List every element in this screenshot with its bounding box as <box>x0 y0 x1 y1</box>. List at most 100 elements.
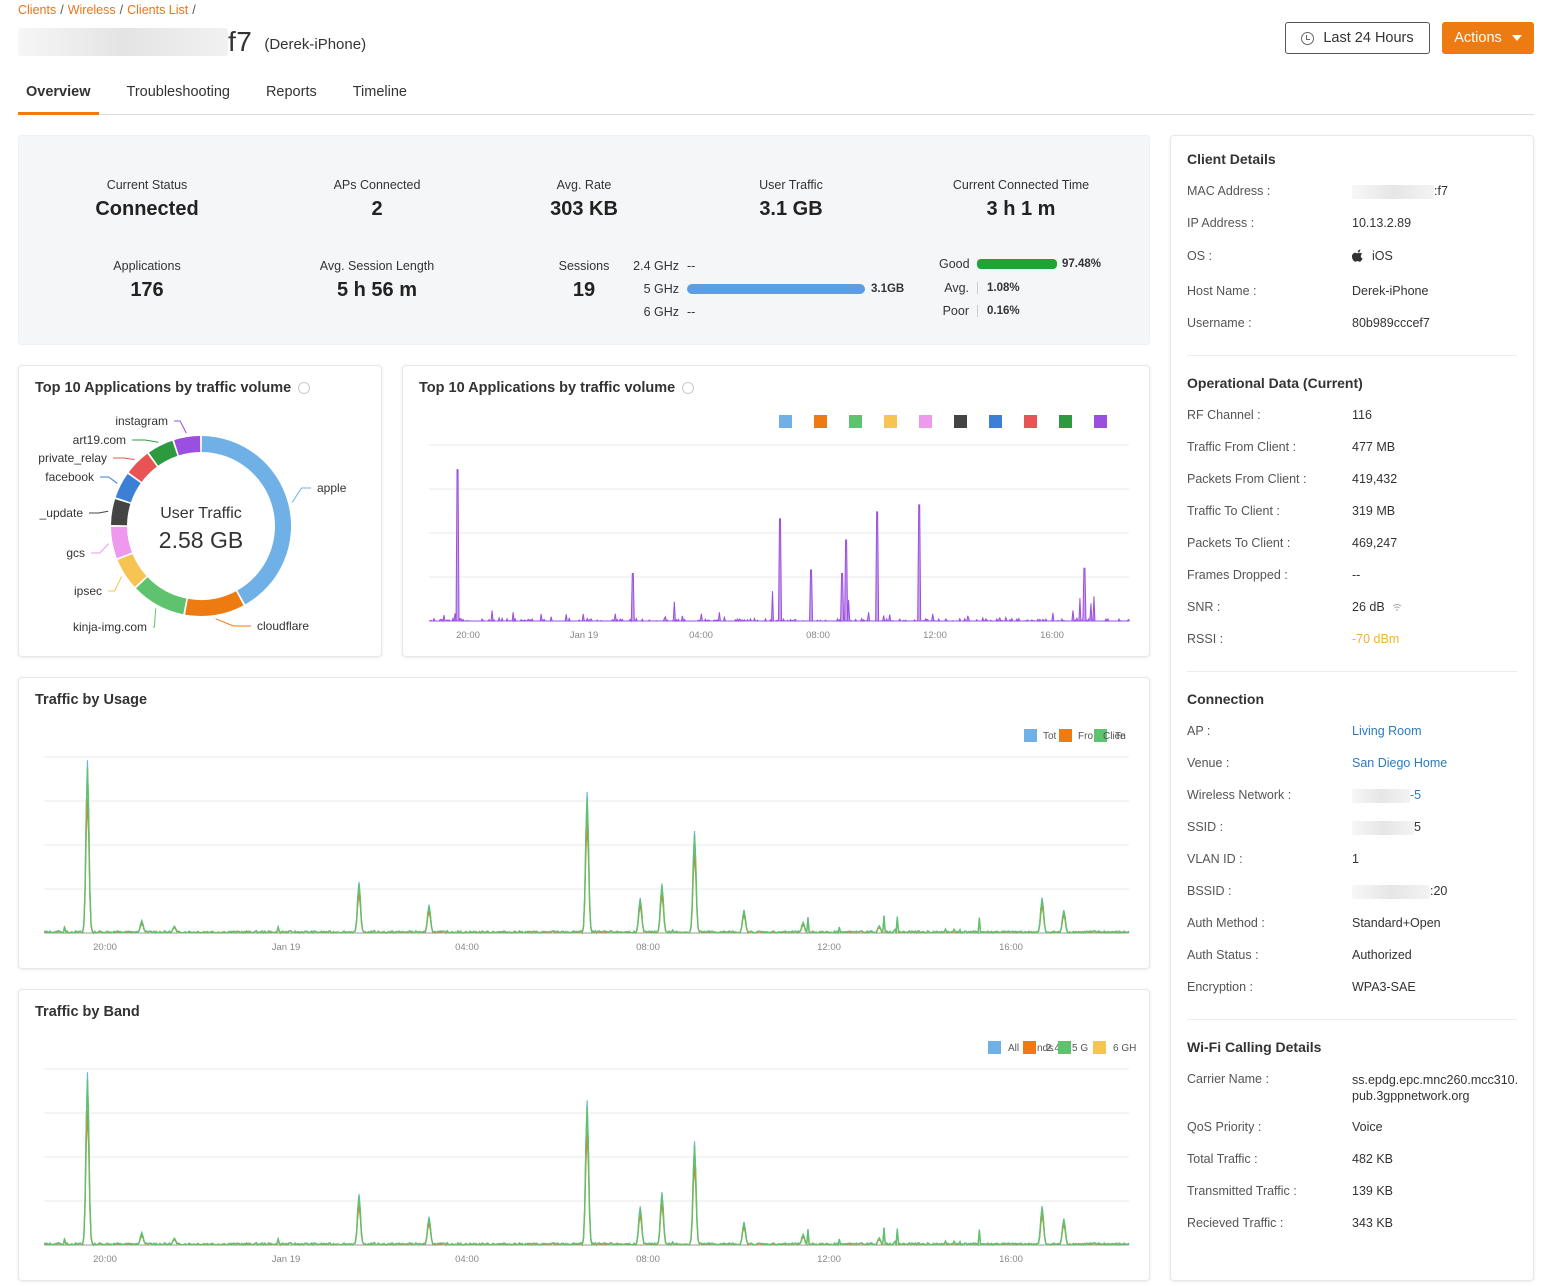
usage-card-title: Traffic by Usage <box>35 692 148 708</box>
app-chart-card-title: Top 10 Applications by traffic volume <box>419 380 695 396</box>
row-snr: SNR : 26 dB <box>1187 600 1527 614</box>
band-row-2-4ghz: 2.4 GHz -- <box>633 259 696 273</box>
tab-troubleshooting[interactable]: Troubleshooting <box>126 84 230 100</box>
quality-good: Good 97.48% <box>939 257 1102 271</box>
x-tick-label: 04:00 <box>455 1254 479 1265</box>
donut-label: private_relay <box>38 451 107 465</box>
app-legend[interactable] <box>779 415 1107 428</box>
time-range-label: Last 24 Hours <box>1323 30 1414 46</box>
tab-overview[interactable]: Overview <box>18 80 99 115</box>
legend-swatch-6g <box>1093 1041 1106 1054</box>
band-card-title: Traffic by Band <box>35 1004 140 1020</box>
row-rf-channel: RF Channel :116 <box>1187 408 1372 422</box>
row-ip-address: IP Address : 10.13.2.89 <box>1187 216 1412 230</box>
svg-text:Tot: Tot <box>1043 731 1057 742</box>
donut-slice-ipsec[interactable] <box>117 553 147 587</box>
series-line-green <box>43 767 1130 935</box>
redacted-mac <box>18 28 228 56</box>
top-apps-timeseries-card: Top 10 Applications by traffic volume 20… <box>402 365 1150 657</box>
donut-leader-line <box>291 487 311 503</box>
x-tick-label: 16:00 <box>999 942 1023 953</box>
tab-bar: Overview Troubleshooting Reports Timelin… <box>18 80 1534 115</box>
caret-down-icon <box>1511 35 1522 41</box>
legend-swatch[interactable] <box>884 415 897 428</box>
wireless-network-link[interactable]: -5 <box>1352 788 1421 803</box>
app-series-area <box>429 469 1130 623</box>
series-line-green <box>43 1079 1130 1247</box>
usage-legend[interactable]: Tot Fro Clien Te <box>1024 729 1126 742</box>
legend-swatch[interactable] <box>1059 415 1072 428</box>
legend-swatch[interactable] <box>1024 415 1037 428</box>
row-packets-to-client: Packets To Client :469,247 <box>1187 536 1398 550</box>
donut-label: gcs <box>66 546 85 560</box>
x-tick-label: 16:00 <box>1040 630 1064 641</box>
donut-slice-facebook[interactable] <box>115 473 141 503</box>
tab-timeline[interactable]: Timeline <box>352 84 407 100</box>
row-username: Username : 80b989cccef7 <box>1187 316 1430 330</box>
legend-swatch[interactable] <box>779 415 792 428</box>
row-packets-from-client: Packets From Client :419,432 <box>1187 472 1398 486</box>
svg-text:Clien: Clien <box>1103 731 1126 742</box>
donut-leader-line <box>215 618 251 627</box>
time-range-button[interactable]: Last 24 Hours <box>1285 22 1430 54</box>
donut-slice-cloudflare[interactable] <box>185 591 244 616</box>
row-ap: AP : Living Room <box>1187 724 1422 738</box>
history-icon[interactable] <box>298 382 311 394</box>
wifi-calling-title: Wi-Fi Calling Details <box>1187 1039 1322 1055</box>
x-tick-label: Jan 19 <box>272 942 301 953</box>
x-tick-label: 20:00 <box>456 630 480 641</box>
legend-swatch[interactable] <box>989 415 1002 428</box>
x-tick-label: 12:00 <box>817 1254 841 1265</box>
legend-swatch[interactable] <box>814 415 827 428</box>
donut-slice-kinja-img-com[interactable] <box>136 577 187 615</box>
donut-slice--update[interactable] <box>111 499 131 526</box>
donut-label: kinja-img.com <box>73 620 147 634</box>
traffic-by-band-card: Traffic by Band All nds 2.4 5 G 6 GH 20:… <box>18 989 1150 1281</box>
breadcrumb-clients[interactable]: Clients <box>18 3 57 17</box>
legend-swatch-from <box>1059 729 1072 742</box>
kpi-avg-session: Avg. Session Length 5 h 56 m <box>319 259 435 301</box>
donut-slice-art19-com[interactable] <box>148 440 178 466</box>
kpi-avg-rate: Avg. Rate 303 KB <box>550 178 618 220</box>
donut-label: art19.com <box>73 433 126 447</box>
donut-slice-apple[interactable] <box>201 436 291 605</box>
svg-text:6 GH: 6 GH <box>1113 1043 1136 1054</box>
row-encryption: Encryption : WPA3-SAE <box>1187 980 1416 994</box>
donut-leader-line <box>153 608 157 628</box>
donut-leader-line <box>174 420 187 434</box>
legend-swatch[interactable] <box>1094 415 1107 428</box>
legend-swatch-2-4 <box>1023 1041 1036 1054</box>
band-bar-5ghz <box>687 284 865 294</box>
legend-swatch[interactable] <box>849 415 862 428</box>
row-auth-method: Auth Method : Standard+Open <box>1187 916 1441 930</box>
operational-title: Operational Data (Current) <box>1187 375 1363 391</box>
tab-reports[interactable]: Reports <box>265 84 317 100</box>
kpi-connected-time: Current Connected Time 3 h 1 m <box>952 178 1090 220</box>
legend-swatch[interactable] <box>919 415 932 428</box>
row-ssid: SSID : 5 <box>1187 820 1421 835</box>
donut-slice-gcs[interactable] <box>111 526 132 559</box>
legend-swatch-all <box>988 1041 1001 1054</box>
history-icon[interactable] <box>682 382 695 394</box>
traffic-band-chart: All nds 2.4 5 G 6 GH 20:00 Jan 19 04:00 08:… <box>43 1041 1136 1265</box>
row-auth-status: Auth Status : Authorized <box>1187 948 1412 962</box>
x-tick-label: 20:00 <box>93 1254 117 1265</box>
legend-swatch-5g <box>1058 1041 1071 1054</box>
client-details-title: Client Details <box>1187 151 1276 167</box>
donut-leader-line <box>89 510 109 514</box>
actions-button[interactable]: Actions <box>1442 22 1534 54</box>
legend-swatch[interactable] <box>954 415 967 428</box>
row-bssid: BSSID : :20 <box>1187 884 1448 899</box>
ap-link[interactable]: Living Room <box>1352 724 1422 738</box>
band-legend[interactable]: All nds 2.4 5 G 6 GH <box>988 1041 1136 1054</box>
row-os: OS : iOS <box>1187 249 1393 263</box>
donut-center-value: 2.58 GB <box>159 527 243 553</box>
page-title: f7 (Derek-iPhone) <box>18 24 366 60</box>
donut-slice-private-relay[interactable] <box>128 453 157 482</box>
venue-link[interactable]: San Diego Home <box>1352 756 1448 770</box>
clock-icon <box>1301 31 1315 45</box>
breadcrumb-clients-list[interactable]: Clients List <box>127 3 189 17</box>
legend-swatch-client <box>1094 729 1107 742</box>
breadcrumb-wireless[interactable]: Wireless <box>67 3 116 17</box>
donut-slice-instagram[interactable] <box>174 436 201 456</box>
